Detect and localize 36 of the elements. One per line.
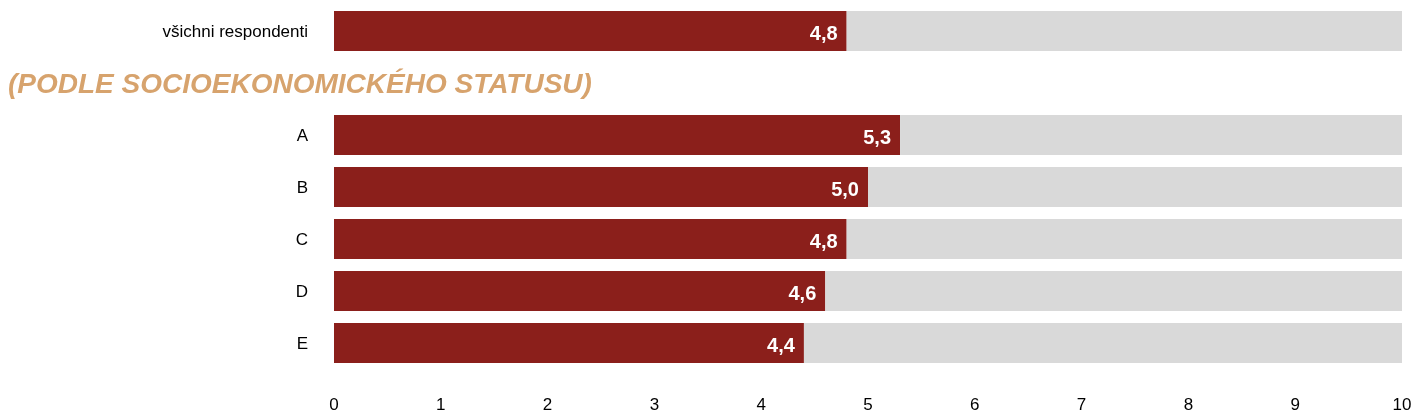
x-tick-label: 2	[542, 395, 553, 412]
x-tick-label: 9	[1290, 395, 1300, 412]
bar	[334, 115, 901, 155]
data-label: 4,4	[767, 334, 796, 356]
bar	[334, 219, 847, 259]
x-tick-label: 7	[1076, 395, 1087, 412]
bar	[334, 11, 847, 51]
bar	[334, 271, 826, 311]
bar	[846, 11, 1402, 51]
bar	[825, 271, 1402, 311]
y-tick-label: C	[295, 230, 308, 249]
data-label: 4,6	[788, 282, 817, 304]
bar	[334, 167, 868, 207]
x-tick-label: 0	[329, 395, 339, 412]
data-label: 5,3	[863, 126, 892, 148]
x-tick-label: 5	[863, 395, 873, 412]
x-tick-label: 10	[1392, 395, 1412, 412]
data-label: 4,8	[809, 230, 838, 252]
bar	[846, 219, 1402, 259]
bar	[900, 115, 1402, 155]
x-tick-label: 4	[756, 395, 766, 412]
annotation: (PODLE SOCIOEKONOMICKÉHO STATUSU)	[8, 68, 592, 99]
y-tick-label: E	[296, 334, 308, 353]
y-tick-label: všichni respondenti	[162, 22, 308, 41]
x-tick-label: 8	[1183, 395, 1194, 412]
x-tick-label: 6	[970, 395, 980, 412]
bar	[803, 323, 1402, 363]
bar	[334, 323, 804, 363]
data-label: 4,8	[809, 22, 838, 44]
bar	[868, 167, 1402, 207]
data-label: 5,0	[831, 178, 859, 200]
y-tick-label: D	[295, 282, 308, 301]
y-tick-label: B	[296, 178, 308, 197]
y-tick-label: A	[296, 126, 309, 145]
x-tick-label: 3	[649, 395, 660, 412]
x-tick-label: 1	[436, 395, 446, 412]
